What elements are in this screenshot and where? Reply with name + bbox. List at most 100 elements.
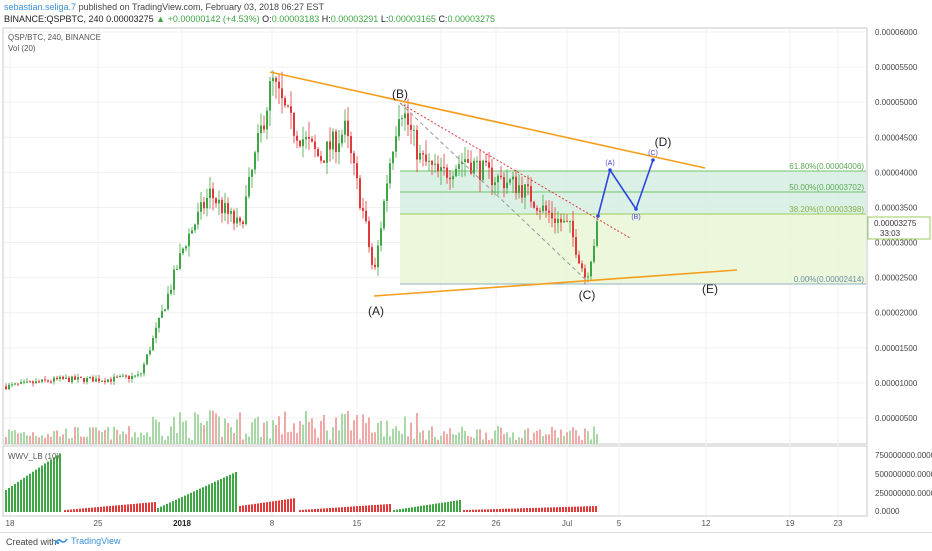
candle-body [518, 185, 520, 193]
candle-body [467, 159, 469, 163]
indicator-bar [50, 459, 52, 512]
indicator-bar [459, 500, 461, 512]
indicator-bar [290, 498, 292, 512]
candle-body [71, 376, 73, 382]
volume-bar [50, 436, 52, 444]
volume-bar [392, 428, 394, 444]
indicator-bar [88, 507, 90, 512]
volume-bar [101, 432, 103, 444]
indicator-bar [589, 506, 591, 512]
volume-bar [206, 421, 208, 444]
indicator-bar [441, 502, 443, 512]
indicator-tick-label: 750000000.0000 [875, 451, 932, 460]
volume-bar [149, 436, 151, 444]
indicator-bar [411, 507, 413, 512]
indicator-bar [208, 484, 210, 512]
candle-body [254, 152, 256, 170]
candle-body [224, 202, 226, 214]
candle-body [62, 376, 64, 379]
candle-body [398, 119, 400, 137]
volume-bar [371, 432, 373, 444]
volume-bar [14, 430, 16, 444]
candle-body [359, 178, 361, 208]
candle-body [173, 269, 175, 290]
volume-bar [368, 417, 370, 444]
volume-bar [242, 439, 244, 444]
indicator-bar [157, 508, 159, 512]
indicator-bar [592, 506, 594, 512]
indicator-bar [136, 503, 138, 512]
indicator-bar [553, 507, 555, 512]
indicator-bar [332, 507, 334, 512]
volume-bar [398, 430, 400, 444]
volume-bar [92, 427, 94, 444]
volume-bar [416, 413, 418, 444]
candle-body [326, 141, 328, 163]
indicator-bar [595, 506, 597, 512]
volume-bar [164, 439, 166, 444]
fib-label-618: 61.80%(0.00004006) [789, 162, 864, 171]
volume-bar [497, 426, 499, 444]
volume-bar [488, 439, 490, 444]
indicator-bar [547, 507, 549, 512]
indicator-bar [356, 506, 358, 512]
volume-bar [86, 436, 88, 444]
last-price-marker: 0.00003275 33:03 [867, 216, 931, 240]
time-axis[interactable]: 18 25 2018 8 15 22 26 Jul 5 12 19 23 [6, 519, 843, 528]
candle-body [227, 202, 229, 214]
candle-body [263, 125, 265, 130]
volume-bar [272, 420, 274, 444]
time-tick-label: 8 [270, 519, 275, 528]
indicator-bar [254, 503, 256, 512]
indicator-bar [368, 505, 370, 512]
volume-bar [245, 433, 247, 444]
indicator-bar [35, 469, 37, 512]
legend-symbol: QSP/BTC, 240, BINANCE [8, 33, 101, 42]
candle-body [449, 177, 451, 180]
indicator-axis[interactable]: 750000000.0000 500000000.0000 250000000.00… [875, 451, 932, 516]
wave-sublabel-a: (A) [605, 160, 614, 167]
chart-canvas[interactable]: 61.80%(0.00004006) 50.00%(0.00003702) 38… [0, 0, 932, 532]
indicator-bar [172, 501, 174, 512]
volume-bar [221, 436, 223, 444]
indicator-bar [8, 487, 10, 512]
author-link[interactable]: sebastian.seliga.7 [4, 2, 77, 12]
indicator-bar [511, 508, 513, 512]
wedge-drawing[interactable] [269, 71, 738, 297]
volume-bar [512, 432, 514, 444]
indicator-bar [490, 509, 492, 512]
published-text: published on TradingView.com, February 0… [76, 2, 325, 12]
candle-body [497, 175, 499, 183]
candle-body [434, 163, 436, 165]
volume-bar [560, 429, 562, 444]
indicator-bar [380, 504, 382, 512]
candle-body [200, 202, 202, 212]
candle-body [29, 381, 31, 383]
volume-bar [410, 422, 412, 444]
volume-bar [389, 436, 391, 444]
indicator-bar [163, 505, 165, 512]
volume-bar [95, 427, 97, 444]
candle-body [539, 210, 541, 212]
indicator-legend: WWV_LB (10) [8, 452, 60, 461]
time-tick-label: 25 [94, 519, 103, 528]
fib-retracement[interactable]: 61.80%(0.00004006) 50.00%(0.00003702) 38… [400, 162, 866, 285]
indicator-bar [444, 502, 446, 512]
candle-body [428, 160, 430, 162]
price-axis[interactable]: 0.00006000 0.00005500 0.00005000 0.00004500… [875, 28, 918, 423]
candle-body [383, 201, 385, 229]
candle-body [350, 136, 352, 154]
volume-bar [578, 435, 580, 444]
volume-bar [158, 421, 160, 444]
indicator-bar [160, 506, 162, 512]
change-up-icon: ▲ [156, 14, 166, 24]
volume-bar [155, 419, 157, 444]
tradingview-brand[interactable]: TradingView [54, 536, 121, 546]
price-tick-label: 0.00006000 [875, 28, 918, 37]
indicator-bar [115, 505, 117, 512]
indicator-bar [190, 492, 192, 512]
indicator-bar [389, 504, 391, 512]
time-tick-label: Jul [562, 519, 572, 528]
price-tick-label: 0.00002000 [875, 309, 918, 318]
volume-bar [530, 439, 532, 444]
